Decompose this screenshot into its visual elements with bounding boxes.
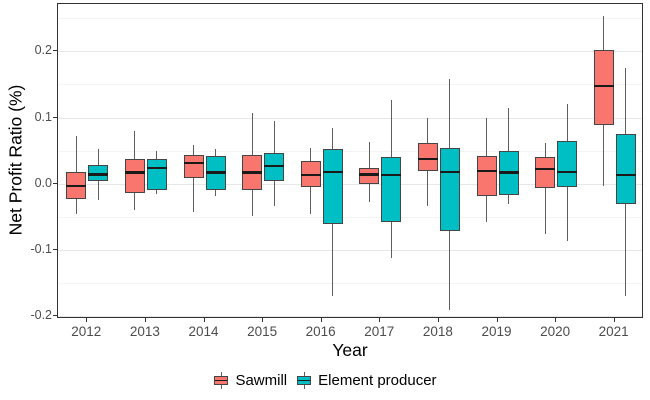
x-tick-label: 2021 [598,324,629,339]
y-tick-label: 0.1 [34,109,52,124]
median-element-2012 [88,173,109,176]
legend-key-median [215,379,228,382]
legend-boxplot-key-icon [213,371,230,389]
legend: Sawmill Element producer [0,367,650,393]
legend-label: Sawmill [235,371,288,389]
box-element-2018 [439,148,460,231]
median-sawmill-2020 [535,167,556,170]
box-element-2016 [322,148,343,224]
x-tick-mark [320,318,322,322]
major-gridline [58,183,642,185]
x-tick-mark [496,318,498,322]
minor-gridline [58,283,642,285]
x-tick-mark [86,318,88,322]
median-element-2014 [205,171,226,174]
x-tick-label: 2012 [71,324,102,339]
x-tick-label: 2013 [129,324,160,339]
y-axis-title: Net Profit Ratio (%) [5,84,26,236]
median-element-2013 [146,166,167,170]
box-sawmill-2017 [359,167,380,184]
y-tick-label: -0.1 [30,242,52,257]
major-gridline [58,316,642,317]
x-tick-label: 2014 [188,324,219,339]
legend-entry-element-producer: Element producer [296,371,437,389]
median-element-2018 [439,170,460,174]
median-sawmill-2017 [359,173,380,176]
x-tick-label: 2018 [422,324,453,339]
x-tick-mark [262,318,264,322]
box-element-2021 [615,133,636,204]
median-sawmill-2015 [242,171,263,174]
y-tick-mark [53,182,57,184]
box-sawmill-2014 [183,155,204,178]
box-sawmill-2021 [593,50,614,125]
x-tick-label: 2015 [247,324,278,339]
median-element-2016 [322,170,343,174]
box-sawmill-2019 [476,156,497,196]
x-tick-mark [203,318,205,322]
legend-label: Element producer [318,371,437,389]
median-sawmill-2013 [124,171,145,174]
median-element-2021 [615,174,636,177]
box-sawmill-2018 [417,143,438,171]
x-tick-label: 2020 [540,324,571,339]
y-tick-mark [53,249,57,251]
major-gridline [58,250,642,252]
y-tick-mark [53,50,57,52]
median-element-2015 [264,164,285,168]
box-element-2012 [88,165,109,182]
y-tick-label: -0.2 [30,308,52,323]
median-element-2017 [381,174,402,177]
y-tick-mark [53,315,57,317]
x-tick-mark [555,318,557,322]
y-tick-label: 0.2 [34,43,52,58]
legend-key-median [298,379,311,382]
major-gridline [58,117,642,119]
x-tick-label: 2016 [305,324,336,339]
legend-boxplot-key-icon [296,371,313,389]
median-element-2019 [498,171,519,174]
minor-gridline [58,84,642,86]
box-element-2020 [557,141,578,187]
median-element-2020 [557,170,578,174]
x-tick-mark [379,318,381,322]
box-sawmill-2013 [124,159,145,194]
x-axis-title: Year [332,340,368,360]
box-element-2013 [146,158,167,191]
legend-key-box [297,375,312,385]
plot-panel [57,3,643,318]
median-sawmill-2012 [66,184,87,187]
y-tick-label: 0.0 [34,175,52,190]
median-sawmill-2016 [300,174,321,177]
x-tick-mark [144,318,146,322]
x-tick-label: 2017 [364,324,395,339]
x-tick-mark [437,318,439,322]
whisker-sawmill-2014 [192,144,195,213]
whisker-sawmill-2020 [544,143,546,235]
major-gridline [58,51,642,53]
median-sawmill-2021 [593,84,614,87]
legend-entry-sawmill: Sawmill [213,371,288,389]
minor-gridline [58,150,642,152]
box-element-2017 [381,156,402,223]
y-tick-mark [53,116,57,118]
minor-gridline [58,18,642,20]
minor-gridline [58,216,642,218]
median-sawmill-2018 [417,158,438,161]
median-sawmill-2019 [476,169,497,172]
x-tick-mark [613,318,615,322]
median-sawmill-2014 [183,162,204,165]
x-tick-label: 2019 [481,324,512,339]
box-sawmill-2020 [535,156,556,188]
legend-key-box [214,375,229,385]
